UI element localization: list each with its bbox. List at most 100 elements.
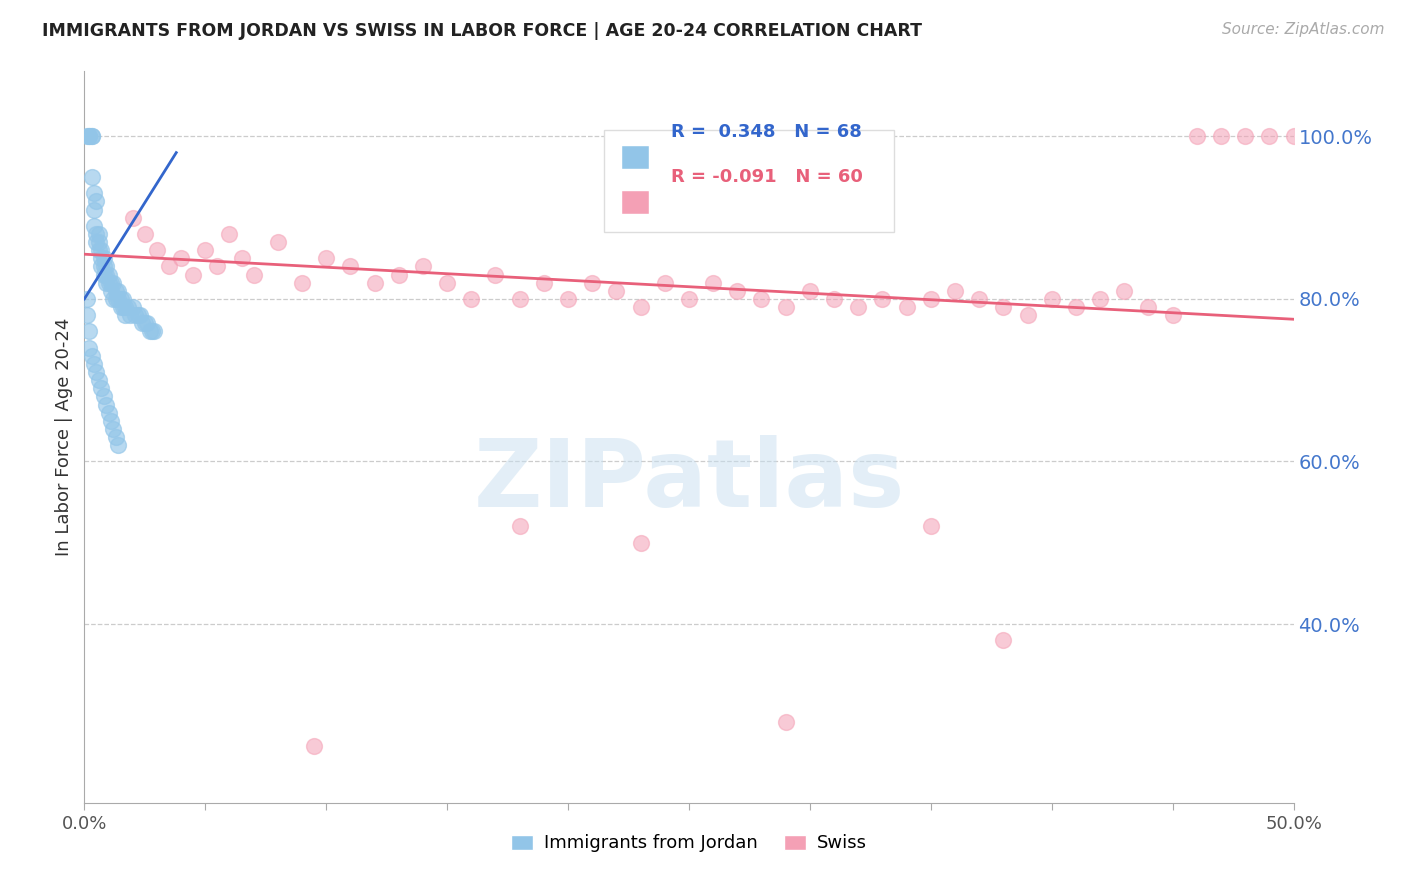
- Point: [120, 308, 142, 322]
- Point: [104, 284, 127, 298]
- Point: [557, 292, 579, 306]
- Point: [484, 268, 506, 282]
- Point: [80, 169, 103, 184]
- Point: [1137, 300, 1160, 314]
- Point: [775, 300, 797, 314]
- Point: [124, 308, 146, 322]
- Point: [231, 252, 253, 266]
- Point: [799, 284, 821, 298]
- Point: [87, 373, 110, 387]
- Point: [131, 316, 153, 330]
- Point: [194, 243, 217, 257]
- Point: [93, 252, 115, 266]
- Point: [90, 381, 112, 395]
- Point: [100, 284, 122, 298]
- Point: [76, 292, 98, 306]
- Point: [114, 300, 136, 314]
- Point: [86, 194, 108, 209]
- Point: [90, 243, 112, 257]
- Point: [77, 129, 100, 144]
- Point: [94, 260, 117, 274]
- Point: [678, 292, 700, 306]
- Point: [872, 292, 894, 306]
- Text: Source: ZipAtlas.com: Source: ZipAtlas.com: [1222, 22, 1385, 37]
- Point: [1161, 308, 1184, 322]
- Point: [80, 129, 103, 144]
- Point: [87, 243, 110, 257]
- Point: [920, 292, 942, 306]
- Point: [104, 292, 127, 306]
- Point: [93, 260, 115, 274]
- Point: [90, 252, 112, 266]
- Text: R =  0.348   N = 68: R = 0.348 N = 68: [671, 123, 862, 141]
- Point: [141, 325, 163, 339]
- Point: [654, 276, 676, 290]
- Point: [1040, 292, 1063, 306]
- Point: [107, 284, 129, 298]
- Point: [107, 438, 129, 452]
- Point: [1088, 292, 1111, 306]
- Point: [121, 211, 143, 225]
- Point: [702, 276, 724, 290]
- Point: [134, 227, 156, 241]
- Point: [388, 268, 411, 282]
- Point: [157, 260, 180, 274]
- FancyBboxPatch shape: [623, 146, 650, 169]
- Text: R = -0.091   N = 60: R = -0.091 N = 60: [671, 169, 863, 186]
- Point: [117, 300, 139, 314]
- Point: [80, 349, 103, 363]
- Point: [76, 308, 98, 322]
- FancyBboxPatch shape: [623, 191, 650, 214]
- Point: [1017, 308, 1039, 322]
- Point: [86, 365, 108, 379]
- Point: [1282, 129, 1305, 144]
- Point: [112, 300, 135, 314]
- Point: [943, 284, 966, 298]
- Point: [291, 276, 314, 290]
- Point: [509, 292, 531, 306]
- Point: [605, 284, 627, 298]
- Point: [121, 300, 143, 314]
- Text: IMMIGRANTS FROM JORDAN VS SWISS IN LABOR FORCE | AGE 20-24 CORRELATION CHART: IMMIGRANTS FROM JORDAN VS SWISS IN LABOR…: [42, 22, 922, 40]
- Point: [100, 276, 122, 290]
- Point: [412, 260, 434, 274]
- Point: [103, 292, 125, 306]
- Point: [94, 276, 117, 290]
- Point: [242, 268, 264, 282]
- Point: [218, 227, 240, 241]
- FancyBboxPatch shape: [605, 130, 894, 232]
- Point: [896, 300, 918, 314]
- Point: [107, 292, 129, 306]
- Point: [87, 235, 110, 249]
- Point: [920, 519, 942, 533]
- Point: [77, 129, 100, 144]
- Point: [993, 300, 1015, 314]
- Point: [509, 519, 531, 533]
- Point: [302, 739, 325, 753]
- Point: [1234, 129, 1257, 144]
- Point: [86, 235, 108, 249]
- Point: [846, 300, 869, 314]
- Point: [87, 227, 110, 241]
- Point: [104, 430, 127, 444]
- Point: [775, 714, 797, 729]
- Point: [97, 406, 120, 420]
- Point: [581, 276, 603, 290]
- Point: [315, 252, 337, 266]
- Point: [77, 325, 100, 339]
- Point: [94, 268, 117, 282]
- Text: ZIPatlas: ZIPatlas: [474, 435, 904, 527]
- Point: [97, 268, 120, 282]
- Point: [1064, 300, 1087, 314]
- Point: [146, 243, 169, 257]
- Point: [94, 398, 117, 412]
- Point: [967, 292, 990, 306]
- Y-axis label: In Labor Force | Age 20-24: In Labor Force | Age 20-24: [55, 318, 73, 557]
- Point: [83, 357, 105, 371]
- Point: [110, 300, 132, 314]
- Point: [1209, 129, 1232, 144]
- Point: [93, 268, 115, 282]
- Point: [103, 276, 125, 290]
- Point: [267, 235, 290, 249]
- Point: [630, 535, 652, 549]
